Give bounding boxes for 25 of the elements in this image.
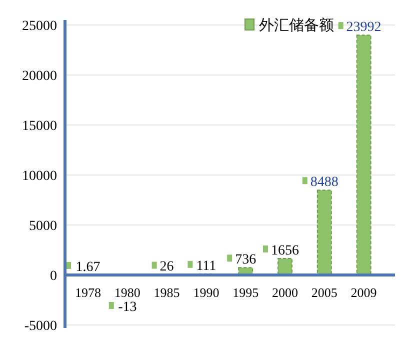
y-tick-label: 5000 (29, 219, 57, 234)
x-tick-label: 1990 (193, 285, 220, 300)
data-label: -13 (118, 300, 137, 315)
y-tick-label: 10000 (22, 169, 57, 184)
data-label: 23992 (346, 20, 382, 36)
x-tick-label: 1995 (232, 285, 259, 300)
data-label: 1656 (271, 243, 299, 258)
legend: 外汇储备额 (244, 18, 334, 34)
data-label: 111 (196, 258, 216, 274)
x-tick-label: 2009 (350, 285, 377, 300)
data-label: 1.67 (76, 260, 100, 275)
legend-label: 外汇储备额 (259, 17, 334, 34)
data-label: 736 (235, 252, 256, 268)
x-tick-label: 2005 (311, 285, 338, 300)
x-tick-label: 1980 (114, 285, 140, 300)
data-label: 26 (160, 260, 174, 275)
data-label: 8488 (310, 175, 338, 190)
y-tick-label: 0 (50, 269, 57, 284)
x-tick-label: 1978 (75, 285, 101, 300)
y-tick-label: 25000 (22, 19, 57, 34)
y-tick-label: -5000 (24, 319, 57, 334)
x-tick-label: 2000 (272, 285, 298, 300)
x-tick-label: 1985 (154, 285, 180, 300)
y-tick-label: 15000 (22, 119, 57, 134)
y-tick-label: 20000 (22, 69, 57, 84)
